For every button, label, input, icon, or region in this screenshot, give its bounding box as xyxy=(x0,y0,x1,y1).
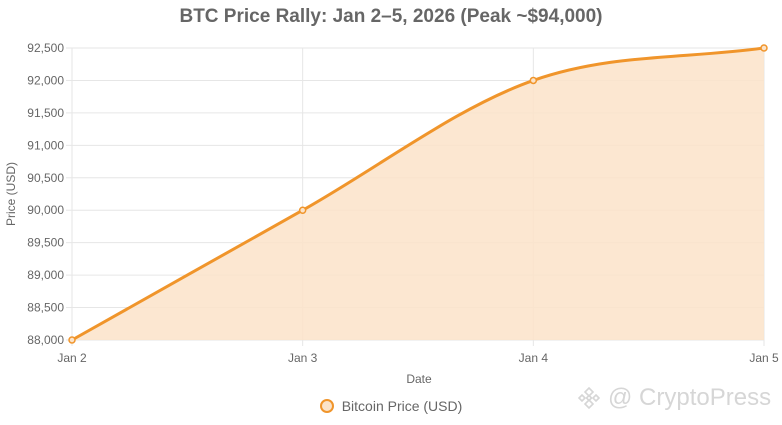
y-tick-label: 91,000 xyxy=(27,138,64,152)
x-tick-label: Jan 4 xyxy=(519,351,549,365)
y-tick-label: 89,500 xyxy=(27,236,64,250)
y-tick-label: 90,500 xyxy=(27,171,64,185)
x-axis-label: Date xyxy=(406,372,432,386)
x-tick-label: Jan 5 xyxy=(749,351,779,365)
x-tick-label: Jan 3 xyxy=(288,351,318,365)
legend-label: Bitcoin Price (USD) xyxy=(341,398,463,414)
binance-logo-icon xyxy=(576,385,602,411)
watermark-text: @ CryptoPress xyxy=(608,384,772,411)
y-tick-label: 92,500 xyxy=(27,41,64,55)
data-points xyxy=(68,44,768,344)
y-tick-label: 88,000 xyxy=(27,333,64,347)
legend[interactable]: Bitcoin Price (USD) xyxy=(0,398,782,414)
data-point[interactable] xyxy=(760,44,768,52)
x-tick-label: Jan 2 xyxy=(57,351,87,365)
data-point[interactable] xyxy=(529,76,538,85)
y-tick-label: 91,500 xyxy=(27,106,64,120)
y-tick-label: 88,500 xyxy=(27,301,64,315)
area-layer xyxy=(71,46,765,342)
series-line xyxy=(71,46,765,342)
y-tick-label: 90,000 xyxy=(27,203,64,217)
watermark: @ CryptoPress xyxy=(576,384,771,412)
chart-title: BTC Price Rally: Jan 2–5, 2026 (Peak ~$9… xyxy=(179,6,603,27)
legend-swatch xyxy=(319,399,334,413)
y-axis-label: Price (USD) xyxy=(4,162,18,226)
data-point[interactable] xyxy=(298,206,307,214)
area-fill xyxy=(72,48,764,340)
y-tick-label: 89,000 xyxy=(27,268,64,282)
axes: 88,000 88,500 89,000 89,500 90,000 90,500 91,0… xyxy=(27,41,779,365)
y-tick-label: 92,000 xyxy=(27,73,64,87)
data-point[interactable] xyxy=(68,336,76,344)
